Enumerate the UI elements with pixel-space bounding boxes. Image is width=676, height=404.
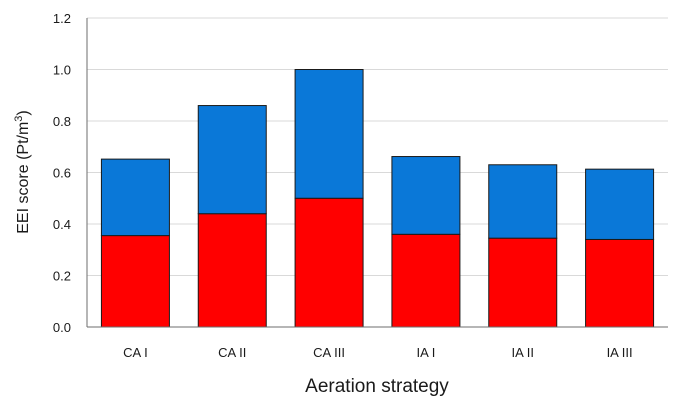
axes bbox=[86, 18, 668, 328]
bar-ia-iii-segment-2 bbox=[585, 168, 655, 240]
y-tick-label-1: 0.2 bbox=[53, 269, 71, 284]
y-axis-title: EEI score (Pt/m3) bbox=[13, 110, 32, 233]
y-tick-label-3: 0.6 bbox=[53, 166, 71, 181]
x-axis-title: Aeration strategy bbox=[305, 376, 449, 397]
bars bbox=[100, 69, 655, 328]
bar-ca-i-segment-1 bbox=[100, 235, 170, 328]
y-tick-label-0: 0.0 bbox=[53, 320, 71, 335]
bar-ca-iii-segment-2 bbox=[294, 69, 364, 199]
x-tick-label-2: CA III bbox=[313, 345, 345, 360]
bar-ia-ii-segment-2 bbox=[488, 164, 558, 239]
y-tick-label-6: 1.2 bbox=[53, 11, 71, 26]
bar-ca-ii-segment-2 bbox=[197, 105, 267, 215]
bar-ia-iii-segment-1 bbox=[585, 238, 655, 328]
y-tick-label-2: 0.4 bbox=[53, 217, 71, 232]
bar-ia-i-segment-1 bbox=[391, 233, 461, 328]
x-tick-label-1: CA II bbox=[218, 345, 246, 360]
x-tick-label-3: IA I bbox=[417, 345, 436, 360]
bar-ca-iii-segment-1 bbox=[294, 197, 364, 328]
gridlines bbox=[87, 17, 668, 276]
x-tick-label-0: CA I bbox=[123, 345, 148, 360]
bar-ca-i-segment-2 bbox=[100, 158, 170, 237]
y-tick-labels: 0.0 0.2 0.4 0.6 0.8 1.0 1.2 bbox=[53, 11, 71, 335]
y-tick-label-5: 1.0 bbox=[53, 63, 71, 78]
x-tick-labels: CA I CA II CA III IA I IA II IA III bbox=[123, 345, 632, 360]
bar-ia-i-segment-2 bbox=[391, 156, 461, 235]
y-axis-title-close: ) bbox=[15, 110, 32, 115]
y-axis-title-main: EEI score (Pt/m bbox=[15, 122, 32, 234]
x-tick-label-4: IA II bbox=[512, 345, 534, 360]
bar-ia-ii-segment-1 bbox=[488, 237, 558, 328]
bar-ca-ii-segment-1 bbox=[197, 213, 267, 328]
y-tick-label-4: 0.8 bbox=[53, 114, 71, 129]
y-axis-title-superscript: 3 bbox=[13, 116, 25, 122]
x-tick-label-5: IA III bbox=[607, 345, 633, 360]
